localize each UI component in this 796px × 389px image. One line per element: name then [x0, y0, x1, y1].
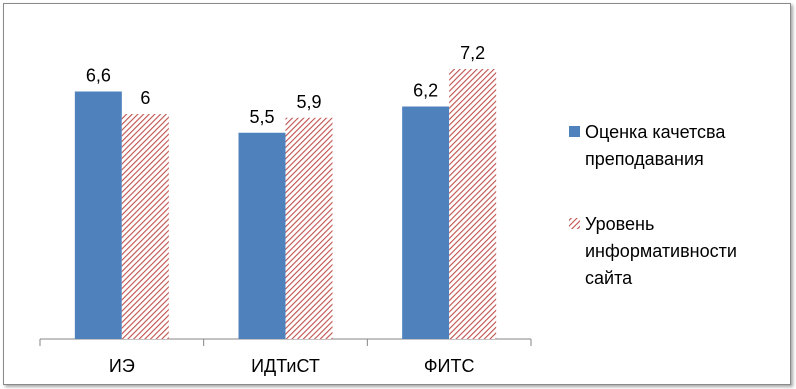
legend: Оценка качетсва преподавания Уровень информ… — [569, 122, 737, 288]
data-label: 6,2 — [413, 81, 438, 101]
plot-area: 6,6 6 ИЭ 5,5 5,9 ИДТиСТ 6,2 7,2 ФИТС — [39, 43, 532, 376]
legend-label: сайта — [585, 268, 633, 288]
legend-swatch — [569, 218, 580, 229]
x-tick-label: ИЭ — [109, 356, 135, 376]
data-label: 6,6 — [86, 66, 111, 86]
data-label: 7,2 — [460, 43, 485, 63]
bar-site-informativeness — [121, 114, 169, 339]
data-label: 6 — [140, 88, 150, 108]
chart-frame: 6,6 6 ИЭ 5,5 5,9 ИДТиСТ 6,2 7,2 ФИТС Оценка каче… — [3, 3, 791, 385]
bar-teaching-quality — [74, 91, 122, 339]
legend-label: преподавания — [585, 149, 704, 169]
data-label: 5,9 — [296, 92, 321, 112]
legend-label: информативности — [585, 241, 737, 261]
legend-label: Уровень — [585, 214, 654, 234]
bar-chart: 6,6 6 ИЭ 5,5 5,9 ИДТиСТ 6,2 7,2 ФИТС Оценка каче… — [39, 43, 737, 376]
bar-teaching-quality — [238, 132, 286, 339]
bar-teaching-quality — [402, 106, 450, 339]
legend-label: Оценка качетсва — [585, 122, 726, 142]
x-tick-label: ИДТиСТ — [251, 356, 320, 376]
data-label: 5,5 — [249, 107, 274, 127]
legend-swatch — [569, 126, 580, 137]
bar-site-informativeness — [285, 117, 333, 339]
bar-site-informativeness — [449, 69, 497, 339]
x-tick-label: ФИТС — [424, 356, 475, 376]
